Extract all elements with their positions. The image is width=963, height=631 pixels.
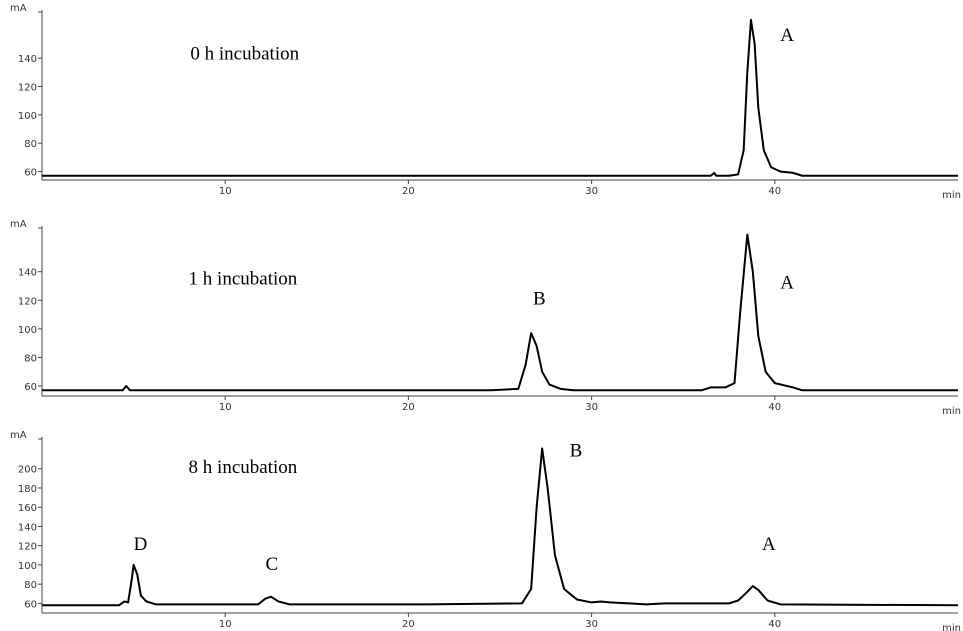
trace [42,18,958,177]
y-tick-label: 120 [18,296,37,307]
x-tick-label: 20 [402,402,415,413]
y-tick-label: 160 [18,503,37,514]
y-tick-label: 200 [18,465,37,476]
x-tick-label: 30 [585,619,598,630]
trace [42,233,958,392]
y-tick-label: 80 [24,139,37,150]
y-tick-label: 80 [24,353,37,364]
y-tick-label: 100 [18,561,37,572]
annotation: D [134,534,148,555]
annotation: A [780,273,794,294]
y-tick-label: 60 [24,382,37,393]
x-tick-label: 10 [219,186,232,197]
x-tick-label: 20 [402,186,415,197]
y-tick-label: 140 [18,268,37,279]
annotation: A [762,534,776,555]
x-tick-label: 30 [585,402,598,413]
x-tick-label: 30 [585,186,598,197]
annotation: 1 h incubation [189,268,298,289]
y-tick-label: 180 [18,484,37,495]
annotation: 0 h incubation [190,44,299,65]
y-tick-label: 140 [18,54,37,65]
x-axis-label: min [942,406,961,417]
x-tick-label: 40 [768,619,781,630]
y-tick-label: 80 [24,580,37,591]
y-axis-label: mA [10,3,27,14]
y-tick-label: 100 [18,111,37,122]
y-axis-label: mA [10,430,27,441]
annotation: A [780,25,794,46]
x-axis-label: min [942,623,961,631]
x-tick-label: 40 [768,186,781,197]
trace [42,447,959,607]
y-tick-label: 140 [18,522,37,533]
x-tick-label: 10 [219,619,232,630]
x-tick-label: 40 [768,402,781,413]
annotation: C [266,554,279,575]
y-tick-label: 120 [18,542,37,553]
x-axis-label: min [942,190,961,201]
y-tick-label: 60 [24,599,37,610]
y-tick-label: 120 [18,83,37,94]
annotation: B [570,441,583,462]
y-tick-label: 60 [24,168,37,179]
y-axis-label: mA [10,219,27,230]
y-tick-label: 100 [18,325,37,336]
annotation: 8 h incubation [189,457,298,478]
x-tick-label: 10 [219,402,232,413]
x-tick-label: 20 [402,619,415,630]
annotation: B [533,288,546,309]
